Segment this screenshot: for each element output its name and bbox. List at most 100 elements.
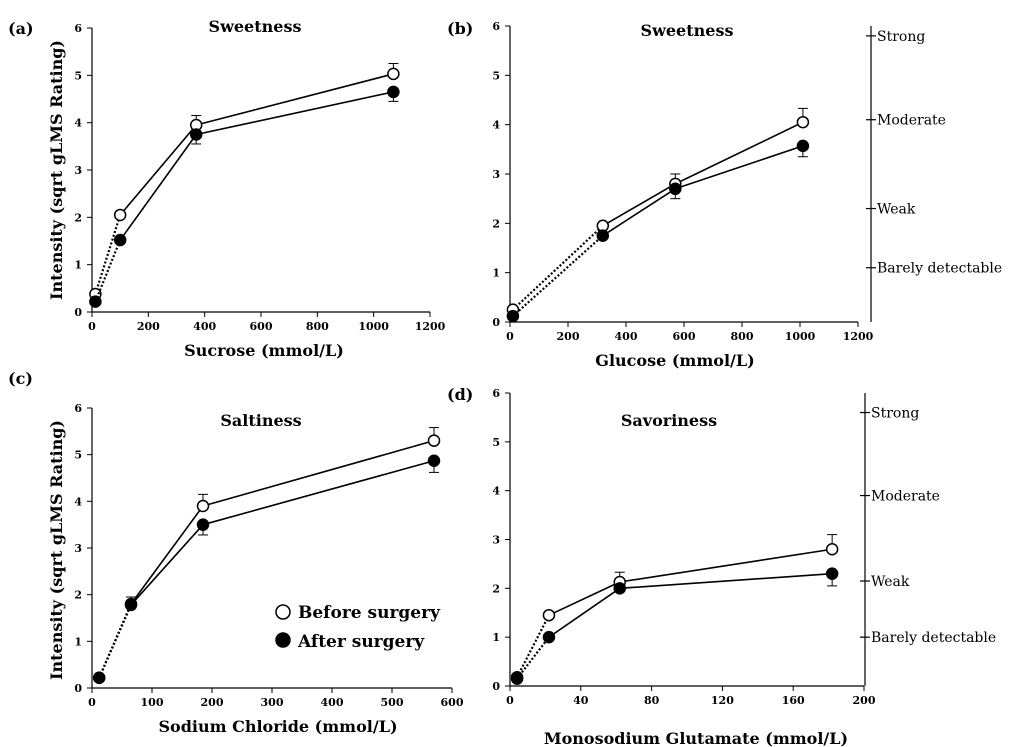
- y-axis-title: Intensity (sqrt gLMS Rating): [47, 420, 66, 680]
- panel-title: Savoriness: [621, 411, 717, 430]
- legend-after-label: After surgery: [297, 632, 425, 652]
- legend-before-label: Before surgery: [298, 603, 441, 623]
- x-tick-label: 100: [141, 696, 164, 709]
- x-tick-label: 600: [250, 320, 273, 333]
- point-after: [510, 672, 524, 685]
- series-before-segment: [512, 224, 604, 311]
- x-tick-label: 500: [381, 696, 404, 709]
- y-tick-label: 0: [74, 306, 82, 319]
- x-tick-label: 200: [557, 330, 580, 343]
- series-after-segment: [98, 604, 133, 679]
- y-axis-title: Intensity (sqrt gLMS Rating): [47, 40, 66, 300]
- y-tick-label: 3: [74, 164, 82, 177]
- series-before-segment: [602, 183, 676, 227]
- panel-2: 0 200 400 600 800 1000 1200 0 1 2 3 4 5 6 Sweetness (b)…: [447, 19, 1002, 370]
- point-before: [427, 434, 441, 447]
- descriptor-label: Moderate: [871, 489, 940, 505]
- point-after: [669, 182, 682, 196]
- series-before-segment: [516, 614, 550, 678]
- series-after-segment: [512, 234, 604, 317]
- descriptor-label: Moderate: [877, 113, 946, 129]
- y-tick-label: 5: [74, 69, 82, 82]
- descriptor-label: Barely detectable: [877, 261, 1002, 277]
- x-tick-label: 40: [573, 694, 589, 707]
- y-tick-label: 6: [492, 387, 500, 400]
- x-tick-label: 200: [853, 694, 876, 707]
- descriptor-label: Barely detectable: [871, 630, 996, 646]
- panel-letter: (a): [8, 19, 34, 38]
- x-tick-label: 600: [441, 696, 464, 709]
- x-tick-label: 400: [193, 320, 216, 333]
- y-tick-label: 1: [74, 635, 82, 648]
- series-after-segment: [548, 587, 621, 638]
- x-tick-label: 600: [673, 330, 696, 343]
- series-after-segment: [619, 572, 833, 590]
- x-tick-label: 800: [731, 330, 754, 343]
- y-tick-label: 6: [492, 20, 500, 33]
- y-tick-label: 5: [74, 449, 82, 462]
- x-tick-label: 80: [644, 694, 660, 707]
- x-axis-title: Monosodium Glutamate (mmol/L): [544, 729, 848, 747]
- point-after: [113, 233, 127, 247]
- y-tick-label: 3: [492, 534, 500, 547]
- y-tick-label: 2: [74, 211, 82, 224]
- point-after: [542, 630, 556, 644]
- x-tick-label: 120: [711, 694, 734, 707]
- panel-title: Sweetness: [641, 21, 734, 40]
- series-before-segment: [202, 439, 435, 507]
- series-after-segment: [196, 91, 394, 136]
- y-tick-label: 3: [74, 542, 82, 555]
- point-after: [506, 309, 520, 323]
- point-after: [613, 582, 626, 595]
- x-axis-title: Sodium Chloride (mmol/L): [158, 717, 397, 736]
- x-tick-label: 0: [88, 320, 96, 333]
- point-after: [189, 128, 203, 141]
- series-before-segment: [619, 548, 833, 583]
- series-before-segment: [130, 505, 204, 605]
- y-tick-label: 4: [74, 117, 82, 130]
- series-after-segment: [130, 524, 204, 606]
- legend: Before surgery After surgery: [275, 603, 441, 652]
- panel-letter: (d): [447, 385, 473, 404]
- y-tick-label: 4: [74, 495, 82, 508]
- point-after: [387, 85, 400, 99]
- descriptor-label: Strong: [871, 406, 919, 422]
- y-tick-label: 2: [492, 582, 500, 595]
- y-tick-label: 4: [492, 119, 500, 132]
- x-axis-title: Sucrose (mmol/L): [184, 341, 344, 360]
- series-before-segment: [674, 121, 804, 185]
- point-after: [124, 598, 138, 612]
- point-after: [796, 139, 810, 153]
- y-tick-label: 2: [492, 217, 500, 230]
- series-before-segment: [119, 124, 197, 216]
- y-tick-label: 6: [74, 22, 82, 35]
- x-tick-label: 1200: [415, 320, 446, 333]
- y-tick-label: 2: [74, 589, 82, 602]
- x-tick-label: 0: [88, 696, 96, 709]
- point-after: [596, 229, 610, 242]
- point-after: [427, 454, 441, 467]
- point-after: [825, 567, 839, 580]
- y-tick-label: 3: [492, 168, 500, 181]
- descriptor-label: Weak: [877, 202, 916, 218]
- panel-1: 0 200 400 600 800 1000 1200 0 1 2 3 4 5 6 Sweetness (a)…: [8, 17, 446, 360]
- point-before: [825, 543, 839, 556]
- x-tick-label: 400: [321, 696, 344, 709]
- x-tick-label: 200: [201, 696, 224, 709]
- panel-4: 0 40 80 120 160 200 0 1 2 3 4 5 6 Savoriness (d) Monoso…: [447, 385, 996, 747]
- y-tick-label: 0: [492, 316, 500, 329]
- x-tick-label: 800: [306, 320, 329, 333]
- series-after-segment: [202, 459, 435, 526]
- panel-title: Sweetness: [209, 17, 302, 36]
- series-after-segment: [516, 636, 550, 680]
- y-tick-label: 1: [74, 259, 82, 272]
- descriptor-label: Weak: [871, 574, 910, 590]
- point-before: [113, 208, 127, 222]
- x-tick-label: 0: [506, 330, 514, 343]
- x-tick-label: 400: [615, 330, 638, 343]
- y-tick-label: 6: [74, 402, 82, 415]
- legend-before-marker: [275, 604, 291, 620]
- legend-after-marker: [275, 632, 291, 648]
